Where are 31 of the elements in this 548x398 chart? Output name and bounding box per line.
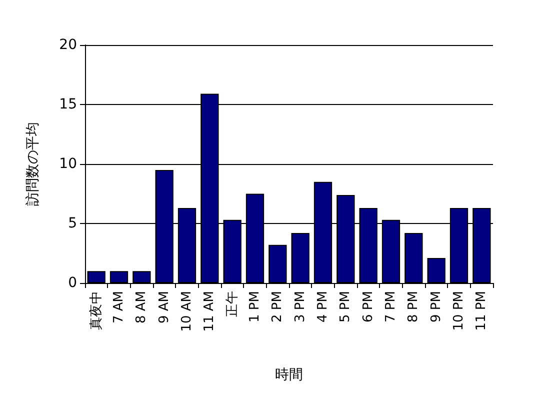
x-tick-label: 1 PM <box>248 291 262 322</box>
y-axis-title: 訪問数の平均 <box>25 122 41 206</box>
x-tick-label: 2 PM <box>270 291 286 322</box>
y-tick-label: 10 <box>59 156 77 172</box>
x-tick-label: 9 PM <box>428 291 444 322</box>
bar <box>427 258 446 283</box>
x-tick-label: 4 PM <box>316 291 330 322</box>
x-tick-label: 10 AM <box>180 291 194 332</box>
x-axis-title: 時間 <box>275 367 303 383</box>
bar <box>110 271 128 283</box>
y-tick-label: 20 <box>59 37 77 53</box>
x-tick-label: 11 PM <box>474 291 490 331</box>
x-tick-label: 7 PM <box>384 291 398 322</box>
y-tick-label: 0 <box>68 275 77 291</box>
x-tick-label: 7 AM <box>112 291 126 324</box>
x-tick-label: 8 PM <box>406 291 422 322</box>
x-tick-label: 11 AM <box>202 291 218 332</box>
x-tick-label: 3 PM <box>292 291 308 322</box>
x-tick-label: 真夜中 <box>88 291 104 330</box>
bar <box>268 244 287 283</box>
x-tick-label: 5 PM <box>338 291 354 322</box>
x-tick-label: 10 PM <box>452 291 466 331</box>
x-tick-label: 9 AM <box>156 291 172 324</box>
x-tick-label: 正午 <box>224 291 240 317</box>
bar <box>291 233 310 283</box>
y-tick-label: 5 <box>68 216 77 232</box>
bar <box>404 233 423 283</box>
x-tick-label: 8 AM <box>134 291 150 324</box>
x-tick-label: 6 PM <box>360 291 376 322</box>
bar <box>132 271 151 283</box>
y-tick-label: 15 <box>59 96 77 112</box>
